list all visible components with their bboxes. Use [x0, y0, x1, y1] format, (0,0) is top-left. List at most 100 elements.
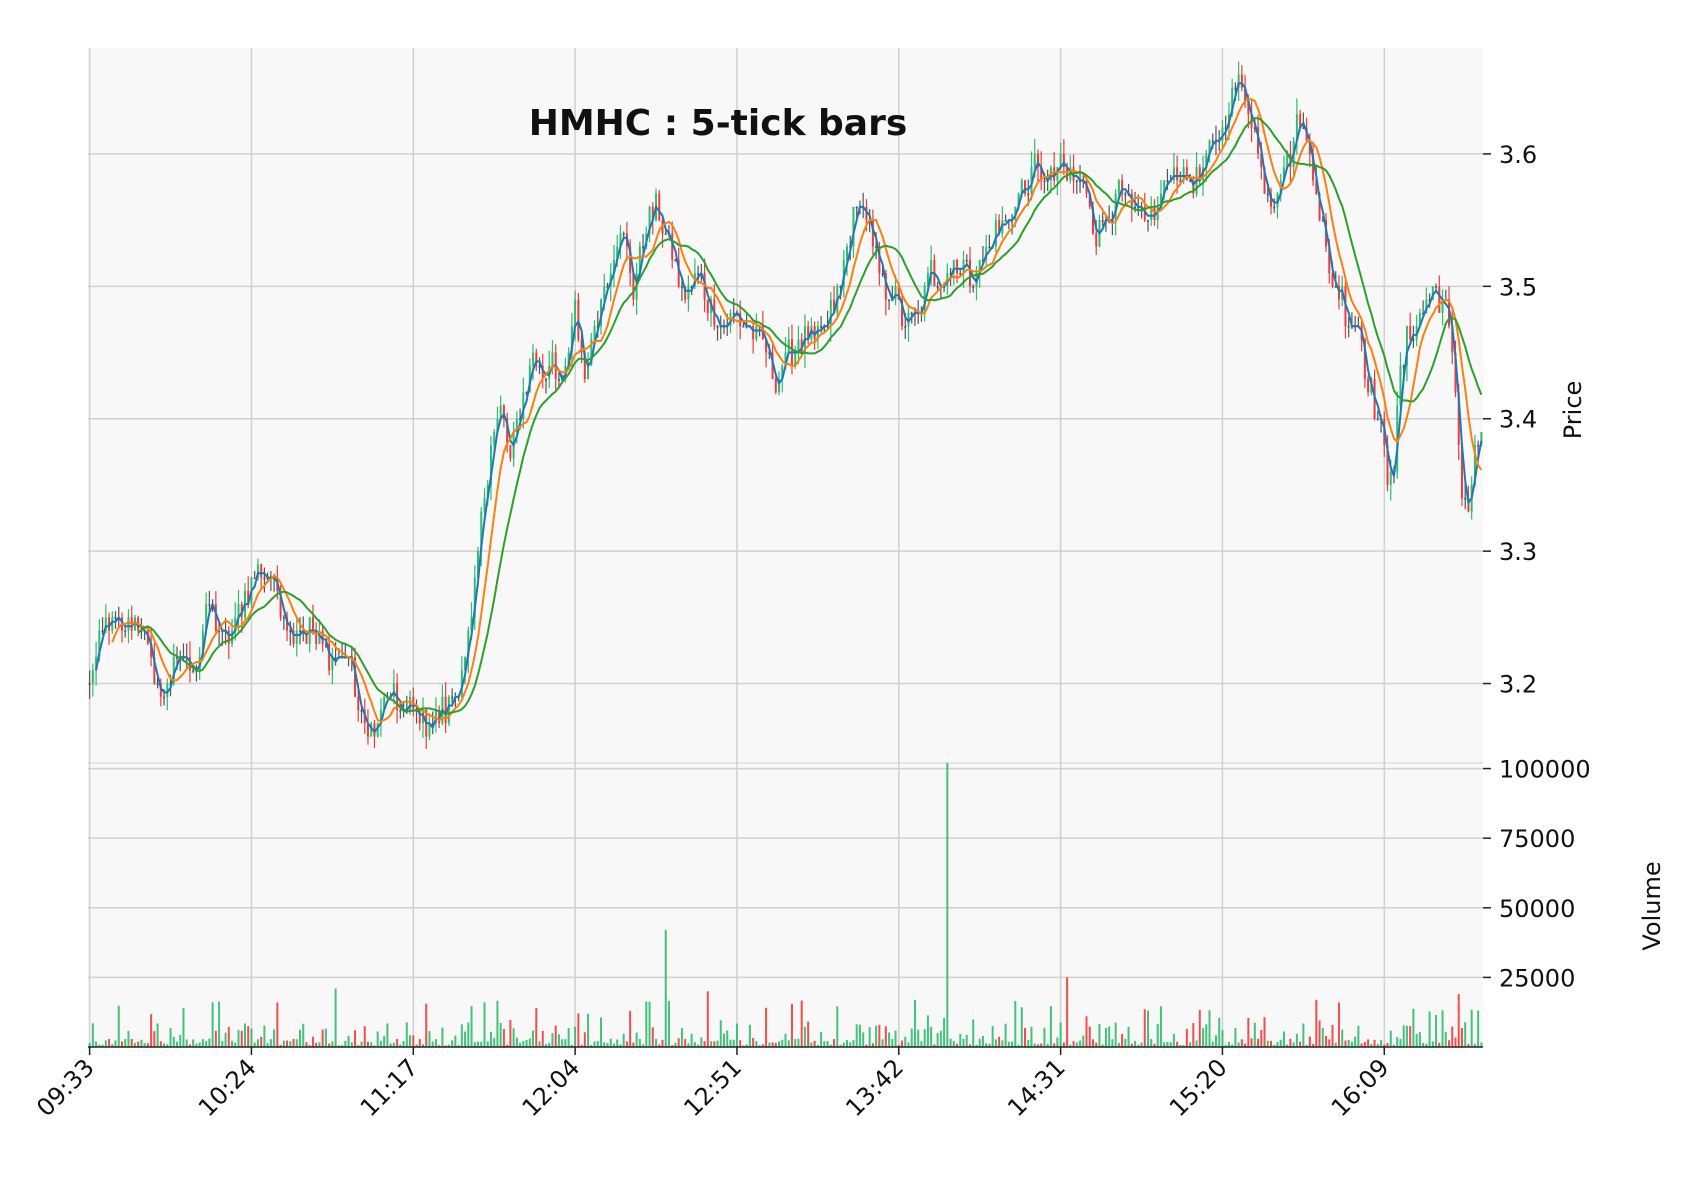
candle-body	[1156, 206, 1159, 221]
candle-body	[541, 365, 544, 380]
volume-bar	[205, 1040, 208, 1047]
volume-bar	[1049, 1006, 1052, 1047]
volume-bar	[1331, 1024, 1334, 1047]
volume-bar	[901, 1040, 904, 1047]
volume-bar	[95, 1041, 98, 1047]
volume-bar	[1007, 1041, 1010, 1047]
volume-bar	[732, 1039, 735, 1047]
volume-bar	[600, 1017, 603, 1047]
volume-bar	[1043, 1027, 1046, 1047]
volume-bar	[337, 1045, 340, 1047]
volume-bar	[716, 1040, 719, 1047]
volume-bar	[729, 1039, 732, 1047]
candle-body	[587, 365, 590, 380]
candle-body	[1066, 167, 1069, 181]
candle-body	[1075, 180, 1078, 182]
volume-bar	[1253, 1022, 1256, 1047]
candle-body	[1299, 114, 1302, 128]
candle-body	[172, 657, 175, 684]
volume-bar	[363, 1026, 366, 1047]
candle-body	[292, 630, 295, 644]
volume-bar	[250, 1028, 253, 1047]
volume-bar	[687, 1043, 690, 1047]
volume-bar	[509, 1019, 512, 1047]
candle-body	[334, 657, 337, 659]
volume-bar	[370, 1042, 373, 1047]
volume-bar	[354, 1030, 357, 1047]
volume-bar	[829, 1044, 832, 1047]
volume-bar	[1279, 1039, 1282, 1047]
volume-bar	[114, 1040, 117, 1047]
candle-body	[499, 405, 502, 419]
volume-bar	[240, 1030, 243, 1047]
volume-bar	[1231, 1044, 1234, 1047]
volume-bar	[888, 1032, 891, 1047]
volume-bar	[137, 1041, 140, 1047]
candle-body	[845, 246, 848, 260]
candle-body	[648, 206, 651, 234]
volume-bar	[150, 1014, 153, 1047]
volume-bar	[1354, 1036, 1357, 1047]
volume-bar	[1069, 1044, 1072, 1047]
volume-bar	[1033, 1043, 1036, 1047]
volume-bar	[1011, 1041, 1014, 1047]
volume-bar	[956, 1043, 959, 1047]
candle-body	[379, 710, 382, 724]
volume-bar	[163, 1043, 166, 1047]
volume-bar	[1153, 1043, 1156, 1047]
candle-body	[153, 657, 156, 684]
volume-bar	[328, 1043, 331, 1047]
volume-bar	[642, 1044, 645, 1047]
candle-body	[127, 617, 130, 631]
volume-bar	[159, 1041, 162, 1047]
volume-bar	[88, 1042, 91, 1047]
volume-bar	[946, 763, 949, 1047]
volume-bar	[1299, 1041, 1302, 1047]
candle-body	[684, 286, 687, 300]
price-tick-label: 3.4	[1499, 406, 1537, 434]
candle-body	[299, 630, 302, 633]
volume-bar	[506, 1044, 509, 1047]
candle-body	[324, 643, 327, 646]
candle-body	[1147, 220, 1150, 222]
volume-bar	[1130, 1043, 1133, 1047]
chart-title: HMHC : 5-tick bars	[529, 103, 908, 144]
volume-bar	[260, 1036, 263, 1047]
volume-bar	[752, 1037, 755, 1047]
volume-bar	[794, 1039, 797, 1047]
volume-bar	[671, 1045, 674, 1047]
volume-bar	[803, 1026, 806, 1047]
volume-bar	[522, 1040, 525, 1047]
volume-bar	[379, 1040, 382, 1047]
candle-body	[952, 259, 955, 274]
volume-bar	[1480, 1042, 1483, 1047]
volume-bar	[499, 1022, 502, 1047]
candle-body	[1163, 180, 1166, 194]
volume-bar	[415, 1044, 418, 1047]
volume-bar	[826, 1040, 829, 1047]
volume-bar	[1024, 1027, 1027, 1047]
candle-body	[399, 710, 402, 712]
ma-slow-line	[137, 117, 1483, 716]
candle-body	[603, 286, 606, 300]
volume-bar	[907, 1042, 910, 1047]
candle-body	[1056, 167, 1059, 181]
volume-bar	[1438, 1042, 1441, 1047]
candle-body	[1185, 167, 1188, 181]
volume-bar	[201, 1039, 204, 1047]
volume-bar	[871, 1043, 874, 1047]
volume-bar	[603, 1042, 606, 1047]
candle-body	[1363, 339, 1366, 380]
volume-bar	[1376, 1043, 1379, 1047]
candle-body	[732, 312, 735, 315]
volume-bar	[1266, 1040, 1269, 1047]
candle-body	[1266, 193, 1269, 196]
candle-body	[464, 657, 467, 671]
volume-bar	[645, 1001, 648, 1047]
volume-bar	[289, 1041, 292, 1047]
volume-bar	[758, 1045, 761, 1047]
volume-bar	[706, 991, 709, 1047]
volume-bar	[120, 1041, 123, 1047]
candle-body	[687, 286, 690, 300]
volume-bar	[350, 1042, 353, 1047]
